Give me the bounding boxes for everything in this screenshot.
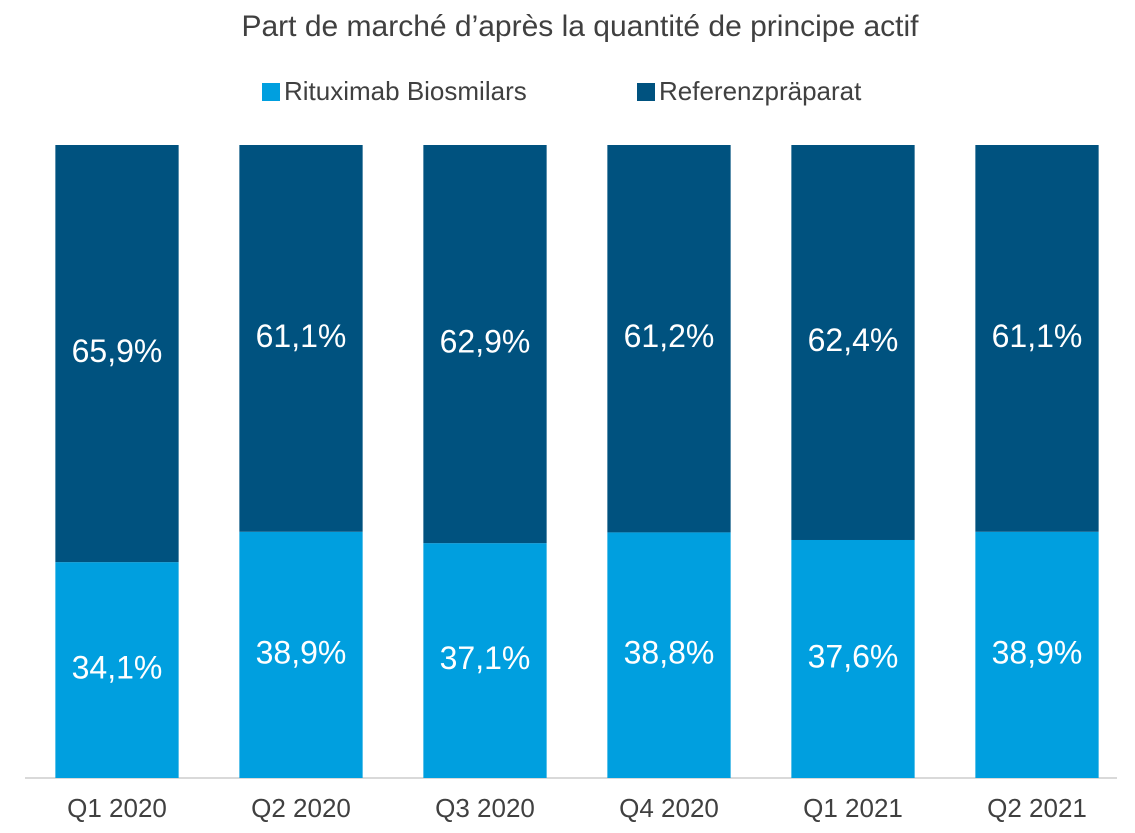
chart-title: Part de marché d’après la quantité de pr…	[241, 10, 919, 43]
bar-segment	[607, 145, 731, 533]
value-label: 62,9%	[440, 324, 531, 360]
bar-segment	[55, 145, 179, 563]
bar-segment	[975, 145, 1099, 532]
bar-segment	[791, 539, 915, 778]
bar-segment	[239, 145, 363, 532]
value-label: 61,1%	[992, 318, 1083, 354]
bar-segment	[975, 531, 1099, 778]
legend-label: Referenzpräparat	[659, 76, 862, 106]
value-label: 37,1%	[440, 640, 531, 676]
x-tick-label: Q1 2021	[803, 793, 903, 823]
value-label: 61,2%	[624, 318, 715, 354]
x-tick-label: Q2 2020	[251, 793, 351, 823]
value-label: 38,9%	[992, 634, 1083, 670]
bar-segment	[791, 145, 915, 540]
value-label: 62,4%	[808, 322, 899, 358]
legend-swatch	[637, 83, 655, 101]
value-label: 65,9%	[72, 333, 163, 369]
x-tick-label: Q4 2020	[619, 793, 719, 823]
bar-segment	[239, 531, 363, 778]
bar-segment	[423, 543, 547, 778]
value-label: 37,6%	[808, 638, 899, 674]
bar-segment	[607, 532, 731, 778]
value-label: 38,9%	[256, 634, 347, 670]
value-label: 34,1%	[72, 650, 163, 686]
x-tick-label: Q1 2020	[67, 793, 167, 823]
legend-swatch	[262, 83, 280, 101]
value-label: 38,8%	[624, 635, 715, 671]
value-label: 61,1%	[256, 318, 347, 354]
x-tick-label: Q3 2020	[435, 793, 535, 823]
bar-segment	[55, 562, 179, 778]
x-tick-label: Q2 2021	[987, 793, 1087, 823]
bar-segment	[423, 145, 547, 544]
legend-label: Rituximab Biosmilars	[284, 76, 527, 106]
